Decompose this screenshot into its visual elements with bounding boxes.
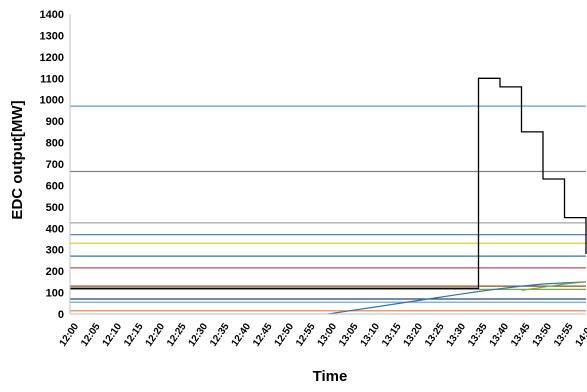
series-line-12: [70, 77, 587, 289]
x-tick-label: 12:45: [251, 321, 275, 349]
x-tick-label: 13:05: [337, 321, 361, 349]
y-tick-label: 700: [46, 159, 64, 171]
x-tick-label: 13:20: [402, 321, 426, 349]
x-tick-label: 13:50: [531, 321, 555, 349]
y-tick-label: 1200: [40, 52, 64, 64]
x-tick-label: 12:50: [273, 321, 297, 349]
x-tick-label: 12:05: [79, 321, 103, 349]
y-tick-label: 400: [46, 223, 64, 235]
x-tick-label: 12:00: [58, 321, 82, 349]
y-tick-label: 1300: [40, 30, 64, 42]
y-tick-label: 1400: [40, 9, 64, 21]
series-line-14: [521, 281, 587, 291]
x-tick-label: 12:35: [208, 321, 232, 349]
x-tick-label: 13:10: [359, 321, 383, 349]
x-tick-label: 14:00: [574, 321, 587, 349]
x-tick-label: 12:40: [230, 321, 254, 349]
series-line-13: [327, 281, 587, 315]
x-tick-label: 13:00: [316, 321, 340, 349]
y-axis-label: EDC output[MW]: [9, 100, 26, 219]
y-tick-label: 300: [46, 245, 64, 257]
x-tick-label: 13:15: [380, 321, 404, 349]
y-tick-label: 1000: [40, 95, 64, 107]
x-tick-label: 13:40: [488, 321, 512, 349]
y-tick-label: 900: [46, 116, 64, 128]
y-tick-label: 600: [46, 180, 64, 192]
y-tick-label: 500: [46, 202, 64, 214]
y-tick-label: 100: [46, 288, 64, 300]
x-tick-label: 12:10: [101, 321, 125, 349]
x-tick-label: 12:25: [165, 321, 189, 349]
x-tick-label: 13:45: [509, 321, 533, 349]
x-tick-label: 12:30: [187, 321, 211, 349]
x-tick-label: 12:55: [294, 321, 318, 349]
x-tick-label: 12:15: [122, 321, 146, 349]
y-tick-label: 0: [58, 309, 64, 321]
y-tick-label: 200: [46, 266, 64, 278]
x-tick-label: 13:55: [552, 321, 576, 349]
y-tick-label: 1100: [40, 73, 64, 85]
x-tick-label: 13:25: [423, 321, 447, 349]
y-tick-label: 800: [46, 138, 64, 150]
x-tick-label: 13:30: [445, 321, 469, 349]
x-tick-label: 12:20: [144, 321, 168, 349]
x-axis-label: Time: [313, 368, 348, 385]
x-tick-label: 13:35: [466, 321, 490, 349]
